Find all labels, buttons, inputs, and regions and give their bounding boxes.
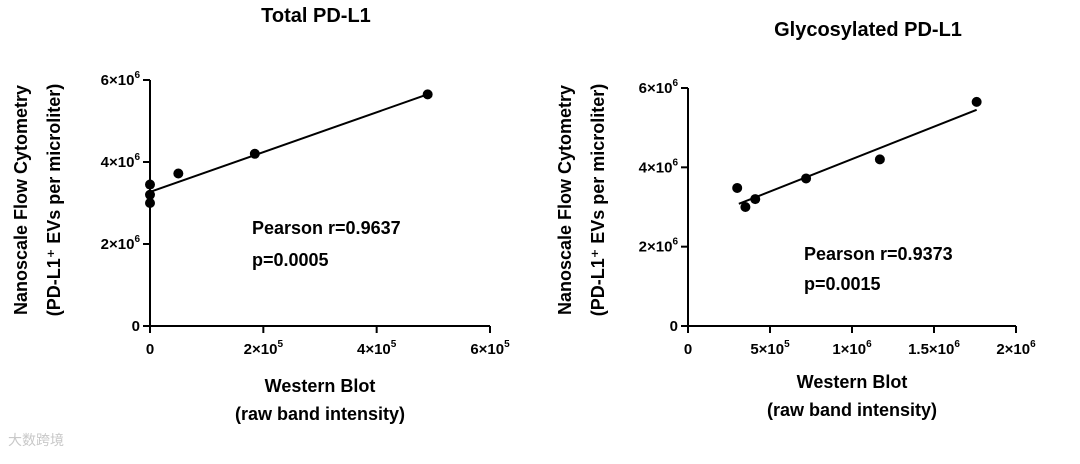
x-tick-label: 0: [684, 341, 692, 358]
x-tick-label: 1×106: [832, 339, 872, 358]
data-point: [874, 154, 885, 165]
data-point: [249, 148, 260, 159]
x-tick-label: 6×105: [470, 339, 510, 358]
data-point: [145, 198, 155, 208]
y-tick-label: 4×106: [101, 152, 141, 171]
x-tick-label: 1.5×106: [908, 339, 960, 358]
y-axis-label-line2: (PD-L1⁺ EVs per microliter): [44, 84, 64, 317]
x-tick-group: 0 5×105 1×106 1.5×106 2×106: [684, 326, 1036, 358]
data-point: [750, 194, 761, 205]
data-point: [145, 179, 155, 190]
x-tick-label: 5×105: [750, 339, 790, 358]
data-point: [971, 96, 982, 107]
x-axis-label-line2: (raw band intensity): [235, 404, 405, 424]
chart-glycosylated-pdl1: Glycosylated PD-L1 Nanoscale Flow Cytome…: [555, 19, 1036, 420]
y-tick-label: 6×106: [101, 70, 141, 89]
y-tick-group: 0 2×106 4×106 6×106: [639, 78, 688, 335]
data-point: [732, 182, 743, 193]
data-points: [145, 89, 433, 208]
pearson-annotation: Pearson r=0.9373: [804, 244, 953, 264]
y-axis-label-line1: Nanoscale Flow Cytometry: [555, 85, 575, 315]
y-tick-label: 2×106: [639, 237, 679, 256]
regression-line: [738, 108, 978, 205]
y-tick-label: 4×106: [639, 157, 679, 176]
y-axis-label-line2: (PD-L1⁺ EVs per microliter): [588, 84, 608, 317]
y-tick-group: 0 2×106 4×106 6×106: [101, 70, 150, 335]
watermark: 大数跨境: [8, 433, 64, 449]
x-tick-label: 0: [146, 341, 154, 358]
x-tick-label: 2×105: [244, 339, 284, 358]
x-axis-label-line1: Western Blot: [797, 372, 908, 392]
chart-total-pdl1: Total PD-L1 Nanoscale Flow Cytometry (PD…: [11, 5, 510, 424]
x-tick-label: 2×106: [996, 339, 1036, 358]
y-tick-label: 2×106: [101, 234, 141, 253]
x-axis-label-line1: Western Blot: [265, 376, 376, 396]
chart-title: Total PD-L1: [261, 5, 371, 27]
x-axis-label-line2: (raw band intensity): [767, 400, 937, 420]
y-tick-label: 0: [132, 318, 140, 335]
y-tick-label: 6×106: [639, 78, 679, 97]
y-axis-label: Nanoscale Flow Cytometry (PD-L1⁺ EVs per…: [555, 84, 608, 317]
data-point: [740, 202, 751, 212]
data-point: [422, 89, 433, 100]
data-point: [173, 168, 184, 179]
regression-line: [149, 93, 428, 193]
chart-title: Glycosylated PD-L1: [774, 19, 962, 41]
data-point: [145, 189, 155, 200]
x-tick-group: 0 2×105 4×105 6×105: [146, 326, 510, 358]
data-points: [732, 96, 982, 212]
y-axis-label: Nanoscale Flow Cytometry (PD-L1⁺ EVs per…: [11, 84, 64, 317]
pearson-annotation: Pearson r=0.9637: [252, 218, 401, 238]
y-tick-label: 0: [670, 318, 678, 335]
x-tick-label: 4×105: [357, 339, 397, 358]
data-point: [801, 173, 812, 184]
y-axis-label-line1: Nanoscale Flow Cytometry: [11, 85, 31, 315]
p-value-annotation: p=0.0005: [252, 250, 329, 270]
p-value-annotation: p=0.0015: [804, 274, 881, 294]
